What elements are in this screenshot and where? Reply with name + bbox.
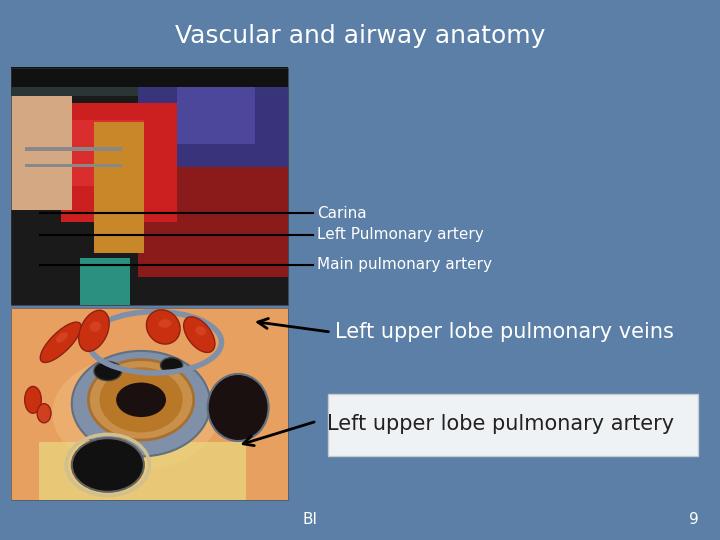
Bar [39, 442, 246, 500]
Bar [138, 68, 288, 174]
Bar [11, 68, 288, 305]
Ellipse shape [195, 326, 206, 335]
Bar [328, 394, 698, 456]
Bar [80, 258, 130, 305]
Text: Left upper lobe pulmonary artery: Left upper lobe pulmonary artery [327, 414, 674, 434]
Text: Left Pulmonary artery: Left Pulmonary artery [317, 227, 484, 242]
Ellipse shape [89, 360, 194, 440]
Ellipse shape [207, 374, 269, 441]
Ellipse shape [116, 382, 166, 417]
Bar [11, 96, 72, 210]
Text: BI: BI [302, 511, 317, 526]
Bar [24, 164, 122, 167]
Text: Main pulmonary artery: Main pulmonary artery [317, 257, 492, 272]
Bar [11, 308, 288, 500]
Ellipse shape [184, 317, 215, 353]
Bar [177, 77, 255, 144]
Ellipse shape [146, 310, 180, 344]
Bar [138, 167, 288, 276]
Bar [11, 68, 288, 305]
Ellipse shape [161, 357, 183, 373]
Ellipse shape [99, 367, 183, 433]
Text: 9: 9 [688, 511, 698, 526]
Ellipse shape [78, 310, 109, 352]
Ellipse shape [40, 322, 81, 362]
Text: Carina: Carina [317, 206, 366, 221]
Bar [11, 308, 288, 500]
Ellipse shape [90, 321, 101, 332]
Ellipse shape [37, 403, 51, 423]
Ellipse shape [53, 356, 219, 471]
Ellipse shape [24, 387, 41, 413]
Ellipse shape [72, 351, 210, 456]
Ellipse shape [72, 438, 144, 492]
Bar [94, 122, 144, 253]
Ellipse shape [158, 319, 171, 328]
Bar [11, 68, 288, 96]
Bar [11, 68, 288, 86]
Text: Left upper lobe pulmonary veins: Left upper lobe pulmonary veins [335, 322, 673, 342]
Ellipse shape [94, 361, 122, 381]
Text: Vascular and airway anatomy: Vascular and airway anatomy [175, 24, 545, 48]
Bar [60, 103, 177, 222]
Bar [24, 147, 122, 151]
Ellipse shape [56, 332, 68, 343]
Bar [66, 120, 144, 186]
